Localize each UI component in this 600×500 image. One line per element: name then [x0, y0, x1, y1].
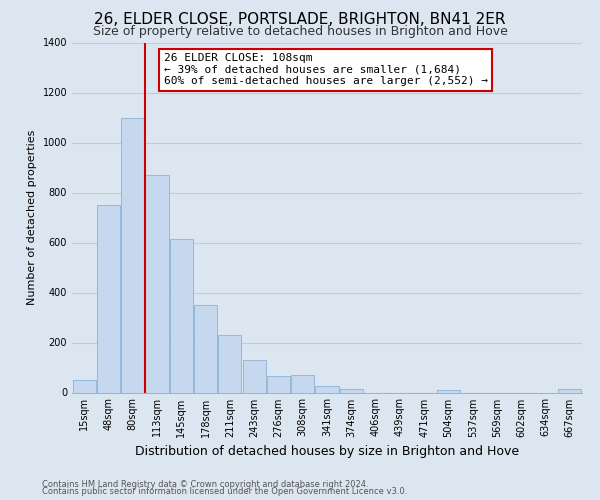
- Text: Contains public sector information licensed under the Open Government Licence v3: Contains public sector information licen…: [42, 487, 407, 496]
- Bar: [145, 175, 169, 392]
- Bar: [559, 389, 581, 392]
- Bar: [73, 380, 95, 392]
- Bar: [218, 335, 241, 392]
- Bar: [437, 390, 460, 392]
- Text: Contains HM Land Registry data © Crown copyright and database right 2024.: Contains HM Land Registry data © Crown c…: [42, 480, 368, 489]
- Text: 26, ELDER CLOSE, PORTSLADE, BRIGHTON, BN41 2ER: 26, ELDER CLOSE, PORTSLADE, BRIGHTON, BN…: [94, 12, 506, 28]
- Text: 26 ELDER CLOSE: 108sqm
← 39% of detached houses are smaller (1,684)
60% of semi-: 26 ELDER CLOSE: 108sqm ← 39% of detached…: [164, 53, 488, 86]
- Bar: [340, 389, 363, 392]
- Bar: [194, 305, 217, 392]
- Bar: [242, 360, 266, 392]
- Y-axis label: Number of detached properties: Number of detached properties: [27, 130, 37, 305]
- Bar: [267, 376, 290, 392]
- Bar: [291, 375, 314, 392]
- Bar: [316, 386, 338, 392]
- Bar: [121, 118, 144, 392]
- Text: Size of property relative to detached houses in Brighton and Hove: Size of property relative to detached ho…: [92, 25, 508, 38]
- Bar: [170, 239, 193, 392]
- Bar: [97, 205, 120, 392]
- X-axis label: Distribution of detached houses by size in Brighton and Hove: Distribution of detached houses by size …: [135, 445, 519, 458]
